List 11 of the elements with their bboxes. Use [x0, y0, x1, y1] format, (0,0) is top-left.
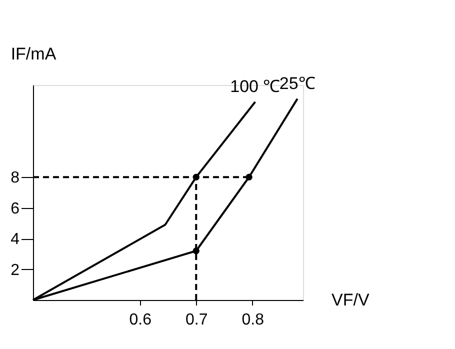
series-label: 100 ℃	[230, 76, 280, 96]
y-axis-title: IF/mA	[10, 44, 57, 64]
x-tick-label: 0.7	[186, 312, 208, 328]
y-tick-label: 8	[10, 170, 20, 187]
x-axis-title: VF/V	[332, 290, 370, 310]
series-label: 25℃	[279, 74, 316, 93]
y-tick-label: 6	[10, 200, 20, 218]
y-tick-label: 4	[10, 231, 20, 248]
x-tick-label: 0.6	[129, 312, 152, 328]
y-tick-label: 2	[10, 262, 20, 279]
x-tick-label: 0.8	[242, 312, 264, 328]
